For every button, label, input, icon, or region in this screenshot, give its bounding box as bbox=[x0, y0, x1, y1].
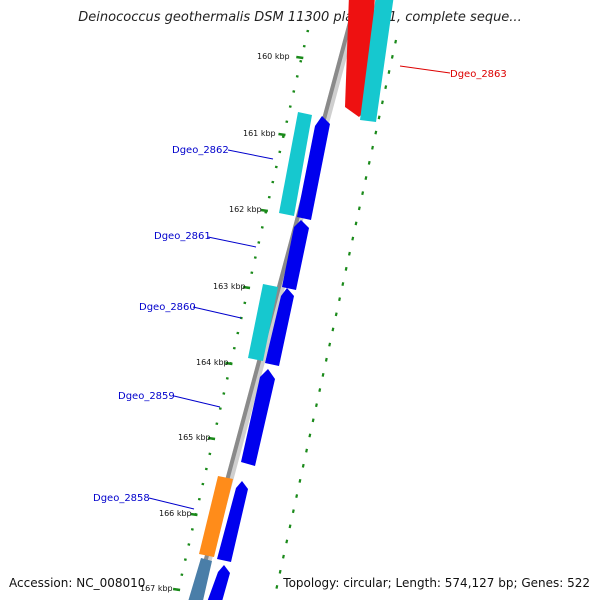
callout-line bbox=[192, 306, 242, 319]
kbp-label-163: 163 kbp bbox=[213, 282, 246, 291]
gene-arrow-blue-bottom[interactable] bbox=[206, 565, 230, 600]
gene-arrow-dgeo-2863-cyan[interactable] bbox=[360, 0, 394, 122]
gene-labels: Dgeo_2863 Dgeo_2862 Dgeo_2861 Dgeo_2860 … bbox=[93, 65, 507, 510]
gene-label-dgeo-2858[interactable]: Dgeo_2858 bbox=[93, 493, 150, 504]
outer-ring-dash bbox=[305, 448, 308, 453]
kbp-label-166: 166 kbp bbox=[159, 509, 192, 518]
outer-ring-dash bbox=[377, 115, 381, 120]
outer-ring-dash bbox=[308, 433, 312, 438]
outer-ring-dash bbox=[331, 327, 335, 332]
callout-line bbox=[148, 497, 195, 510]
gene-arrow-steel[interactable] bbox=[187, 558, 212, 600]
outer-ring-dash bbox=[387, 70, 391, 74]
outer-ring-dash bbox=[321, 372, 325, 377]
gene-arrow-dgeo-2860-blue[interactable] bbox=[265, 288, 294, 366]
accession-text: Accession: NC_008010 bbox=[9, 576, 146, 590]
outer-ring-dash bbox=[341, 282, 345, 286]
gene-label-dgeo-2861[interactable]: Dgeo_2861 bbox=[154, 231, 211, 242]
outer-ring-dash bbox=[344, 266, 348, 271]
topology-summary: Topology: circular; Length: 574,127 bp; … bbox=[283, 576, 590, 590]
outer-ring-dash bbox=[324, 357, 328, 362]
gene-arrow-dgeo-2859-blue[interactable] bbox=[241, 369, 275, 466]
kbp-label-162: 162 kbp bbox=[229, 205, 262, 214]
callout-line bbox=[207, 236, 257, 248]
outer-ring-dash bbox=[311, 418, 315, 423]
gene-arrow-dgeo-2862-cyan[interactable] bbox=[279, 112, 312, 216]
outer-ring-dash bbox=[288, 524, 292, 529]
outer-ring-dash bbox=[334, 312, 338, 317]
callout-line bbox=[173, 395, 221, 408]
callout-line bbox=[399, 65, 451, 74]
outer-ring-dash bbox=[351, 236, 355, 241]
gene-label-dgeo-2860[interactable]: Dgeo_2860 bbox=[139, 302, 196, 313]
feature-rings bbox=[176, 29, 398, 592]
kbp-label-161: 161 kbp bbox=[243, 129, 276, 138]
gene-arrow-dgeo-2858-orange[interactable] bbox=[199, 476, 233, 557]
kbp-label-160: 160 kbp bbox=[257, 52, 290, 61]
outer-ring-dash bbox=[347, 251, 351, 256]
outer-ring-dash bbox=[364, 176, 368, 180]
scale-labels: 160 kbp 161 kbp 162 kbp 163 kbp 164 kbp … bbox=[140, 52, 290, 593]
outer-ring-dash bbox=[380, 100, 384, 105]
outer-ring-dash bbox=[374, 130, 378, 135]
outer-ring-dash bbox=[371, 145, 374, 150]
outer-ring-dash bbox=[384, 85, 388, 90]
gene-label-dgeo-2862[interactable]: Dgeo_2862 bbox=[172, 145, 229, 156]
outer-ring-dash bbox=[295, 494, 299, 498]
outer-ring-dash bbox=[298, 478, 302, 483]
gene-arrow-dgeo-2861-blue[interactable] bbox=[282, 220, 309, 290]
major-tick bbox=[260, 208, 269, 213]
map-title: Deinococcus geothermalis DSM 11300 plasm… bbox=[78, 10, 522, 25]
outer-ring-dash bbox=[318, 388, 322, 392]
outer-ring-dash bbox=[357, 206, 361, 211]
gene-arrow-dgeo-2860-cyan[interactable] bbox=[248, 284, 278, 361]
outer-ring-dash bbox=[314, 403, 318, 408]
gene-arrow-dgeo-2862-blue[interactable] bbox=[297, 116, 330, 220]
outer-ring-dash bbox=[282, 554, 285, 559]
kbp-label-167: 167 kbp bbox=[140, 584, 173, 593]
kbp-label-165: 165 kbp bbox=[178, 433, 211, 442]
outer-ring-dash bbox=[285, 539, 289, 544]
outer-ring-dash bbox=[390, 54, 394, 59]
outer-ring-dash bbox=[291, 509, 295, 514]
outer-ring-dash bbox=[278, 569, 282, 574]
outer-ring-dash bbox=[328, 342, 332, 347]
callout-line bbox=[227, 149, 274, 160]
outer-ring-dash bbox=[275, 584, 279, 589]
outer-ring-dash bbox=[367, 160, 371, 165]
outer-ring-dash bbox=[301, 463, 305, 468]
kbp-label-164: 164 kbp bbox=[196, 358, 229, 367]
outer-ring-dash bbox=[354, 221, 358, 226]
outer-ring-dash bbox=[361, 191, 365, 196]
outer-ring-dash bbox=[338, 297, 341, 302]
gene-arrow-dgeo-2858-blue[interactable] bbox=[217, 481, 248, 562]
outer-ring-dash bbox=[394, 39, 398, 44]
gene-label-dgeo-2859[interactable]: Dgeo_2859 bbox=[118, 391, 175, 402]
gene-features[interactable] bbox=[187, 0, 394, 600]
major-tick bbox=[278, 132, 286, 137]
gene-label-dgeo-2863[interactable]: Dgeo_2863 bbox=[450, 69, 507, 80]
major-tick bbox=[296, 55, 304, 60]
